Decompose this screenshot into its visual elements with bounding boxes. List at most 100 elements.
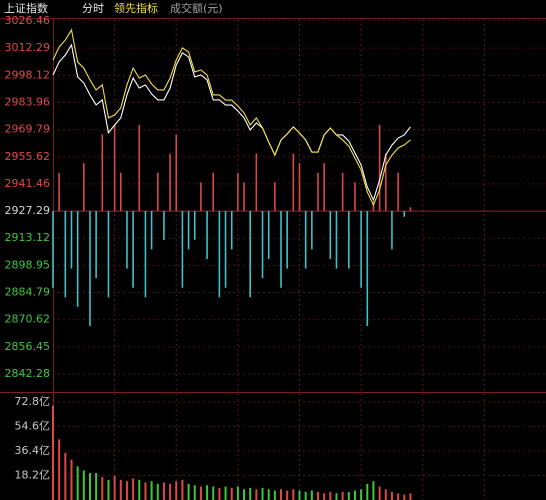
tab[interactable]: 分时 bbox=[82, 2, 104, 15]
indicator-bar bbox=[175, 134, 178, 212]
y-tick-label: 54.6亿 bbox=[15, 420, 51, 433]
volume-bar bbox=[335, 493, 338, 500]
volume-bar bbox=[329, 491, 332, 500]
volume-bar bbox=[255, 489, 258, 500]
volume-bar bbox=[113, 475, 116, 500]
indicator-bar bbox=[409, 207, 412, 212]
y-tick-label: 2856.45 bbox=[5, 340, 51, 353]
indicator-bar bbox=[95, 211, 97, 279]
y-tick-label: 18.2亿 bbox=[15, 469, 51, 482]
indicator-bar bbox=[230, 211, 233, 250]
indicator-bar bbox=[267, 211, 270, 259]
y-tick-label: 2955.62 bbox=[5, 150, 51, 163]
indicator-bar bbox=[132, 211, 134, 288]
indicator-bar bbox=[101, 134, 104, 212]
indicator-bar bbox=[255, 153, 258, 212]
indicator-bar bbox=[70, 211, 73, 269]
volume-bar bbox=[323, 493, 326, 500]
indicator-bar bbox=[261, 211, 264, 279]
volume-bar bbox=[273, 490, 276, 500]
tab[interactable]: 领先指标 bbox=[114, 1, 158, 15]
volume-bar bbox=[119, 479, 122, 500]
volume-bar bbox=[298, 490, 301, 500]
indicator-bar bbox=[391, 211, 393, 250]
indicator-bar bbox=[360, 211, 362, 288]
indicator-bar bbox=[249, 211, 251, 298]
y-tick-label: 2969.79 bbox=[5, 123, 51, 136]
indicator-bar bbox=[89, 211, 91, 327]
y-tick-label: 2898.95 bbox=[5, 258, 51, 271]
volume-bar bbox=[224, 486, 227, 500]
volume-bar bbox=[212, 486, 215, 500]
indicator-bar bbox=[403, 211, 406, 217]
volume-bar bbox=[286, 490, 289, 500]
indicator-bar bbox=[274, 182, 276, 212]
y-tick-label: 3026.46 bbox=[5, 14, 51, 27]
indicator-bar bbox=[76, 211, 79, 307]
volume-bar bbox=[372, 481, 375, 500]
volume-bar bbox=[156, 483, 159, 500]
indicator-bar bbox=[64, 211, 67, 298]
volume-bar bbox=[378, 486, 381, 500]
indicator-bar bbox=[366, 211, 369, 327]
volume-bar bbox=[236, 486, 239, 500]
volume-bar bbox=[101, 477, 104, 500]
volume-bar bbox=[267, 489, 270, 500]
tab[interactable]: 成交额(元) bbox=[170, 1, 223, 15]
indicator-bar bbox=[372, 201, 375, 212]
price-line bbox=[52, 28, 411, 207]
volume-bar bbox=[397, 493, 400, 500]
indicator-bar bbox=[286, 211, 288, 269]
volume-bar bbox=[132, 478, 135, 500]
indicator-bar bbox=[193, 211, 196, 240]
indicator-bar bbox=[329, 211, 332, 259]
indicator-bar bbox=[163, 211, 165, 240]
volume-bar bbox=[162, 482, 165, 500]
volume-bar bbox=[366, 483, 369, 500]
volume-bar bbox=[292, 489, 295, 500]
indicator-bar bbox=[58, 172, 60, 212]
indicator-bar bbox=[144, 211, 147, 298]
indicator-bar bbox=[187, 211, 190, 250]
indicator-bar bbox=[243, 182, 245, 212]
y-tick-label: 3012.29 bbox=[5, 41, 51, 54]
indicator-bar bbox=[378, 124, 381, 212]
volume-bar bbox=[230, 487, 233, 500]
volume-bar bbox=[150, 481, 153, 500]
indicator-bar bbox=[341, 172, 344, 212]
volume-bar bbox=[138, 479, 141, 500]
indicator-bar bbox=[200, 182, 202, 212]
volume-bar bbox=[187, 483, 190, 500]
y-tick-label: 2842.28 bbox=[5, 367, 51, 380]
volume-bar bbox=[243, 489, 246, 500]
indicator-bar bbox=[298, 163, 301, 212]
y-tick-label: 2983.96 bbox=[5, 95, 51, 108]
volume-bar bbox=[316, 491, 319, 500]
y-tick-label: 2870.62 bbox=[5, 313, 51, 326]
volume-bar bbox=[64, 452, 67, 500]
y-tick-label: 2913.12 bbox=[5, 231, 51, 244]
indicator-bar bbox=[150, 211, 153, 250]
indicator-bar bbox=[280, 211, 282, 288]
indicator-bar bbox=[348, 211, 350, 269]
volume-bar bbox=[341, 491, 344, 500]
volume-bar bbox=[175, 481, 178, 500]
indicator-bar bbox=[83, 163, 85, 212]
volume-bar bbox=[52, 405, 54, 500]
indicator-bar bbox=[119, 172, 122, 212]
volume-bar bbox=[384, 489, 387, 500]
volume-bar bbox=[95, 473, 98, 500]
volume-bar bbox=[347, 491, 350, 500]
volume-bar bbox=[206, 485, 209, 500]
volume-bar bbox=[360, 489, 363, 500]
price-line bbox=[52, 43, 411, 202]
volume-bar bbox=[88, 473, 91, 500]
index-title: 上证指数 bbox=[4, 1, 48, 15]
volume-bar bbox=[390, 491, 393, 500]
volume-bar bbox=[169, 483, 172, 500]
volume-bar bbox=[280, 489, 283, 500]
indicator-bar bbox=[107, 211, 110, 298]
volume-bar bbox=[144, 482, 147, 500]
volume-bar bbox=[107, 479, 110, 500]
